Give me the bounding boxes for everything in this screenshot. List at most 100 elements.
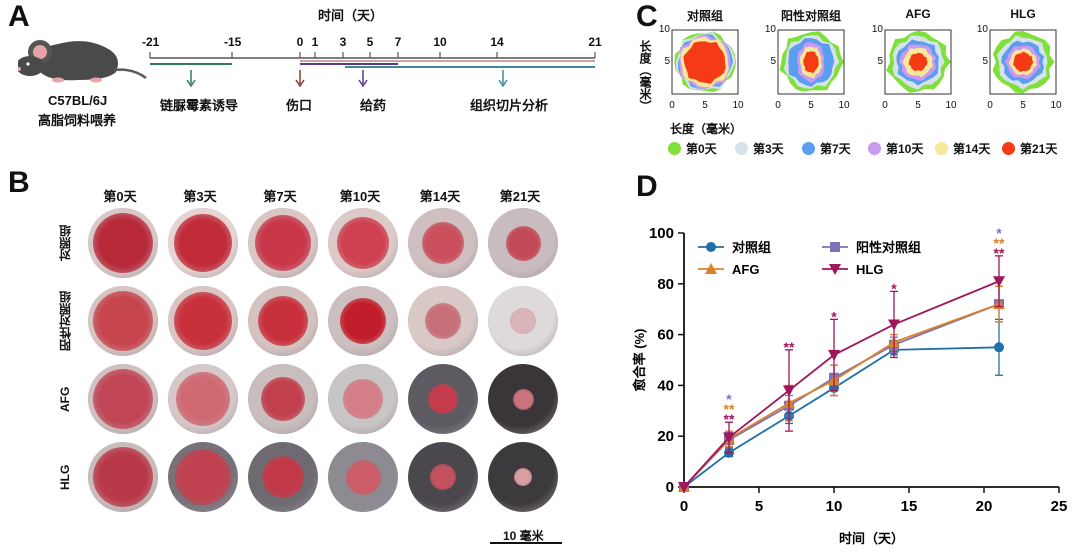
outline-plot-xtick: 0 — [987, 100, 993, 111]
day-column-label: 第10天 — [339, 189, 381, 204]
timeline-tick-label: 10 — [433, 35, 447, 49]
wound-photo — [88, 208, 158, 278]
wound-photo-lesion — [513, 467, 533, 487]
outline-plot-ytick: 5 — [664, 56, 670, 67]
outline-plot-xtick: 5 — [702, 100, 708, 111]
wound-photo — [88, 364, 158, 434]
wound-photo-lesion — [345, 459, 381, 495]
mouse-illustration — [18, 40, 147, 83]
outline-plot-ytick: 5 — [770, 56, 776, 67]
outline-legend-item: 第3天 — [735, 140, 784, 157]
outline-day-5 — [1012, 51, 1034, 73]
data-point — [678, 482, 690, 493]
y-tick-label: 80 — [657, 276, 674, 293]
day-column-label: 第7天 — [263, 189, 297, 204]
data-point — [993, 276, 1005, 288]
timeline-tick-label: -15 — [224, 35, 242, 49]
panel-a-letter: A — [8, 0, 30, 33]
wound-outline-plot — [989, 29, 1057, 95]
outline-plot-xtick: 0 — [669, 100, 675, 111]
wound-photo-lesion — [339, 297, 387, 345]
wound-photo — [328, 364, 398, 434]
wound-photo — [408, 286, 478, 356]
scale-bar-label: 10 毫米 — [503, 529, 544, 543]
wound-photo-lesion — [175, 371, 231, 427]
significance-mark: ** — [724, 401, 735, 417]
outline-legend-swatch — [868, 142, 881, 155]
timeline-tick-label: 7 — [394, 35, 402, 49]
legend-item: AFG — [698, 262, 759, 277]
mouse-strain-label: C57BL/6J — [48, 93, 108, 108]
outline-legend-label: 第0天 — [686, 142, 717, 156]
timeline-tick-label: 0 — [296, 35, 304, 49]
panel-c-letter: C — [636, 0, 658, 33]
x-tick-label: 25 — [1051, 498, 1068, 515]
panel-c-xlabel: 长度（毫米） — [670, 122, 743, 136]
outline-plot-frame — [671, 29, 739, 95]
day-column-label: 第0天 — [103, 189, 137, 204]
wound-photo-lesion — [505, 225, 541, 261]
wound-photo — [408, 364, 478, 434]
series-line — [683, 346, 1000, 488]
outline-legend-label: 第3天 — [753, 142, 784, 156]
data-point — [888, 319, 900, 331]
panel-c-ylabel-text: 长度（毫米） — [638, 40, 652, 112]
wound-photo-lesion — [173, 291, 233, 351]
wound-photo — [168, 364, 238, 434]
legend-label: AFG — [732, 262, 759, 277]
wound-photo — [488, 442, 558, 512]
outline-plot-title: HLG — [1010, 7, 1036, 21]
outline-plot-xtick: 0 — [882, 100, 888, 111]
outline-plot-xtick: 10 — [838, 100, 850, 111]
legend-item: 阳性对照组 — [822, 240, 921, 255]
outline-legend-label: 第21天 — [1020, 142, 1058, 156]
outline-plot-xtick: 5 — [808, 100, 814, 111]
wound-photo-lesion — [92, 446, 154, 508]
data-point — [829, 264, 841, 275]
wound-photo-lesion — [343, 379, 383, 419]
outline-legend-item: 第0天 — [668, 140, 717, 157]
y-tick-label: 100 — [649, 225, 674, 242]
significance-mark: ** — [994, 245, 1005, 261]
data-point — [723, 432, 735, 444]
x-tick-label: 20 — [976, 498, 993, 515]
y-tick-label: 60 — [657, 327, 674, 344]
outline-plot-title: 阳性对照组 — [780, 9, 841, 23]
outline-legend-item: 第7天 — [802, 140, 851, 157]
outline-plot-ytick: 5 — [982, 56, 988, 67]
data-point — [706, 242, 716, 252]
significance-mark: * — [726, 391, 732, 407]
wound-outline-plot — [884, 29, 952, 95]
outline-legend-label: 第7天 — [820, 142, 851, 156]
outline-legend-label: 第10天 — [886, 142, 924, 156]
timeline — [149, 52, 596, 88]
outline-legend-swatch — [668, 142, 681, 155]
outline-legend-item: 第10天 — [868, 140, 923, 157]
wound-photo-lesion — [175, 449, 231, 505]
wound-photo — [248, 442, 318, 512]
timeline-tick-label: -21 — [142, 35, 160, 49]
outline-plot-ytick: 10 — [764, 24, 776, 35]
timeline-title: 时间（天） — [318, 8, 384, 23]
series-3 — [678, 255, 1005, 493]
wound-photo — [248, 286, 318, 356]
event-stz: 链脲霉素诱导 — [160, 98, 239, 113]
wound-photo-lesion — [173, 213, 233, 273]
wound-photo-lesion — [92, 212, 154, 274]
outline-day-5 — [908, 52, 928, 72]
wound-photo-lesion — [260, 376, 306, 422]
wound-photo — [328, 286, 398, 356]
outline-legend-swatch — [1002, 142, 1015, 155]
outline-plot-frame — [777, 29, 845, 95]
timeline-tick-label: 14 — [490, 35, 504, 49]
day-column-label: 第14天 — [419, 189, 461, 204]
x-tick-label: 0 — [680, 498, 688, 515]
outline-plot-xtick: 10 — [1050, 100, 1062, 111]
panel-b-letter: B — [8, 166, 30, 199]
x-tick-label: 15 — [901, 498, 918, 515]
outline-plot-ytick: 5 — [877, 56, 883, 67]
wound-photo-lesion — [429, 463, 457, 491]
group-row-label: HLG — [58, 464, 72, 490]
wound-photo-lesion — [509, 307, 537, 335]
